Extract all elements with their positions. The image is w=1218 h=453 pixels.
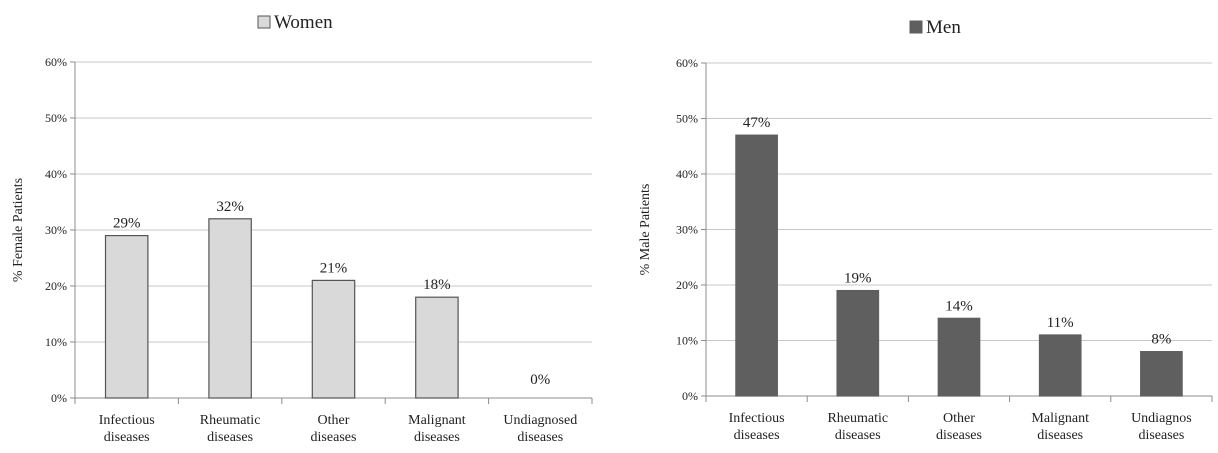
x-category-label: Undiagnos xyxy=(1131,411,1192,426)
x-category-label: Undiagnosed xyxy=(503,413,577,428)
y-tick-label: 50% xyxy=(676,112,698,126)
y-tick-label: 10% xyxy=(676,334,698,348)
men-chart: 0% 10% 20% 30% 40% 50% 60% 47% Infectious disease… xyxy=(638,17,1213,443)
legend-swatch xyxy=(909,20,923,34)
x-category-label: diseases xyxy=(104,430,150,445)
data-label: 18% xyxy=(423,277,451,293)
legend-swatch xyxy=(257,15,271,29)
x-category-label: Malignant xyxy=(408,413,466,428)
y-tick-label: 10% xyxy=(45,335,67,349)
y-tick-label: 40% xyxy=(45,167,67,181)
x-category-label: diseases xyxy=(1037,428,1083,443)
y-tick-label: 0% xyxy=(51,391,67,405)
legend-label: Women xyxy=(274,12,333,33)
women-chart: 0% 10% 20% 30% 40% 50% 60% 29% Infectious disease… xyxy=(11,12,593,445)
data-label: 32% xyxy=(216,199,244,215)
bar xyxy=(1140,351,1183,397)
y-tick-label: 0% xyxy=(682,389,698,403)
bar xyxy=(1038,334,1082,397)
y-tick-label: 20% xyxy=(45,279,67,293)
x-category-label: Other xyxy=(318,413,350,428)
x-category-label: Rheumatic xyxy=(827,411,888,426)
bar xyxy=(836,289,880,397)
y-tick-label: 60% xyxy=(45,55,67,69)
x-category-label: Other xyxy=(943,411,975,426)
x-category-label: diseases xyxy=(835,428,881,443)
data-label: 29% xyxy=(113,216,141,232)
x-category-label: Malignant xyxy=(1031,411,1089,426)
data-label: 11% xyxy=(1047,315,1074,331)
bar xyxy=(735,134,778,397)
x-category-label: Infectious xyxy=(729,411,785,426)
data-label: 21% xyxy=(320,260,348,276)
x-category-label: Infectious xyxy=(99,413,155,428)
y-tick-label: 30% xyxy=(45,223,67,237)
x-category-label: diseases xyxy=(734,428,780,443)
y-axis-title: % Male Patients xyxy=(638,184,653,276)
bar xyxy=(937,317,981,397)
y-tick-label: 40% xyxy=(676,167,698,181)
y-axis-title: % Female Patients xyxy=(11,178,26,282)
bar xyxy=(104,235,149,399)
data-label: 8% xyxy=(1151,332,1171,348)
x-category-label: diseases xyxy=(207,430,253,445)
x-category-label: diseases xyxy=(936,428,982,443)
y-tick-label: 20% xyxy=(676,278,698,292)
y-tick-label: 50% xyxy=(45,111,67,125)
data-label: 0% xyxy=(530,372,550,388)
y-tick-label: 60% xyxy=(676,56,698,70)
bar xyxy=(208,218,252,399)
x-category-label: Rheumatic xyxy=(200,413,261,428)
x-category-label: diseases xyxy=(1138,428,1184,443)
x-category-label: diseases xyxy=(517,430,563,445)
bar xyxy=(311,279,356,399)
bar xyxy=(415,296,459,399)
x-category-label: diseases xyxy=(311,430,357,445)
y-tick-label: 30% xyxy=(676,223,698,237)
data-label: 47% xyxy=(743,115,771,131)
legend-label: Men xyxy=(926,17,961,38)
data-label: 19% xyxy=(844,271,872,287)
data-label: 14% xyxy=(945,298,973,314)
x-category-label: diseases xyxy=(414,430,460,445)
